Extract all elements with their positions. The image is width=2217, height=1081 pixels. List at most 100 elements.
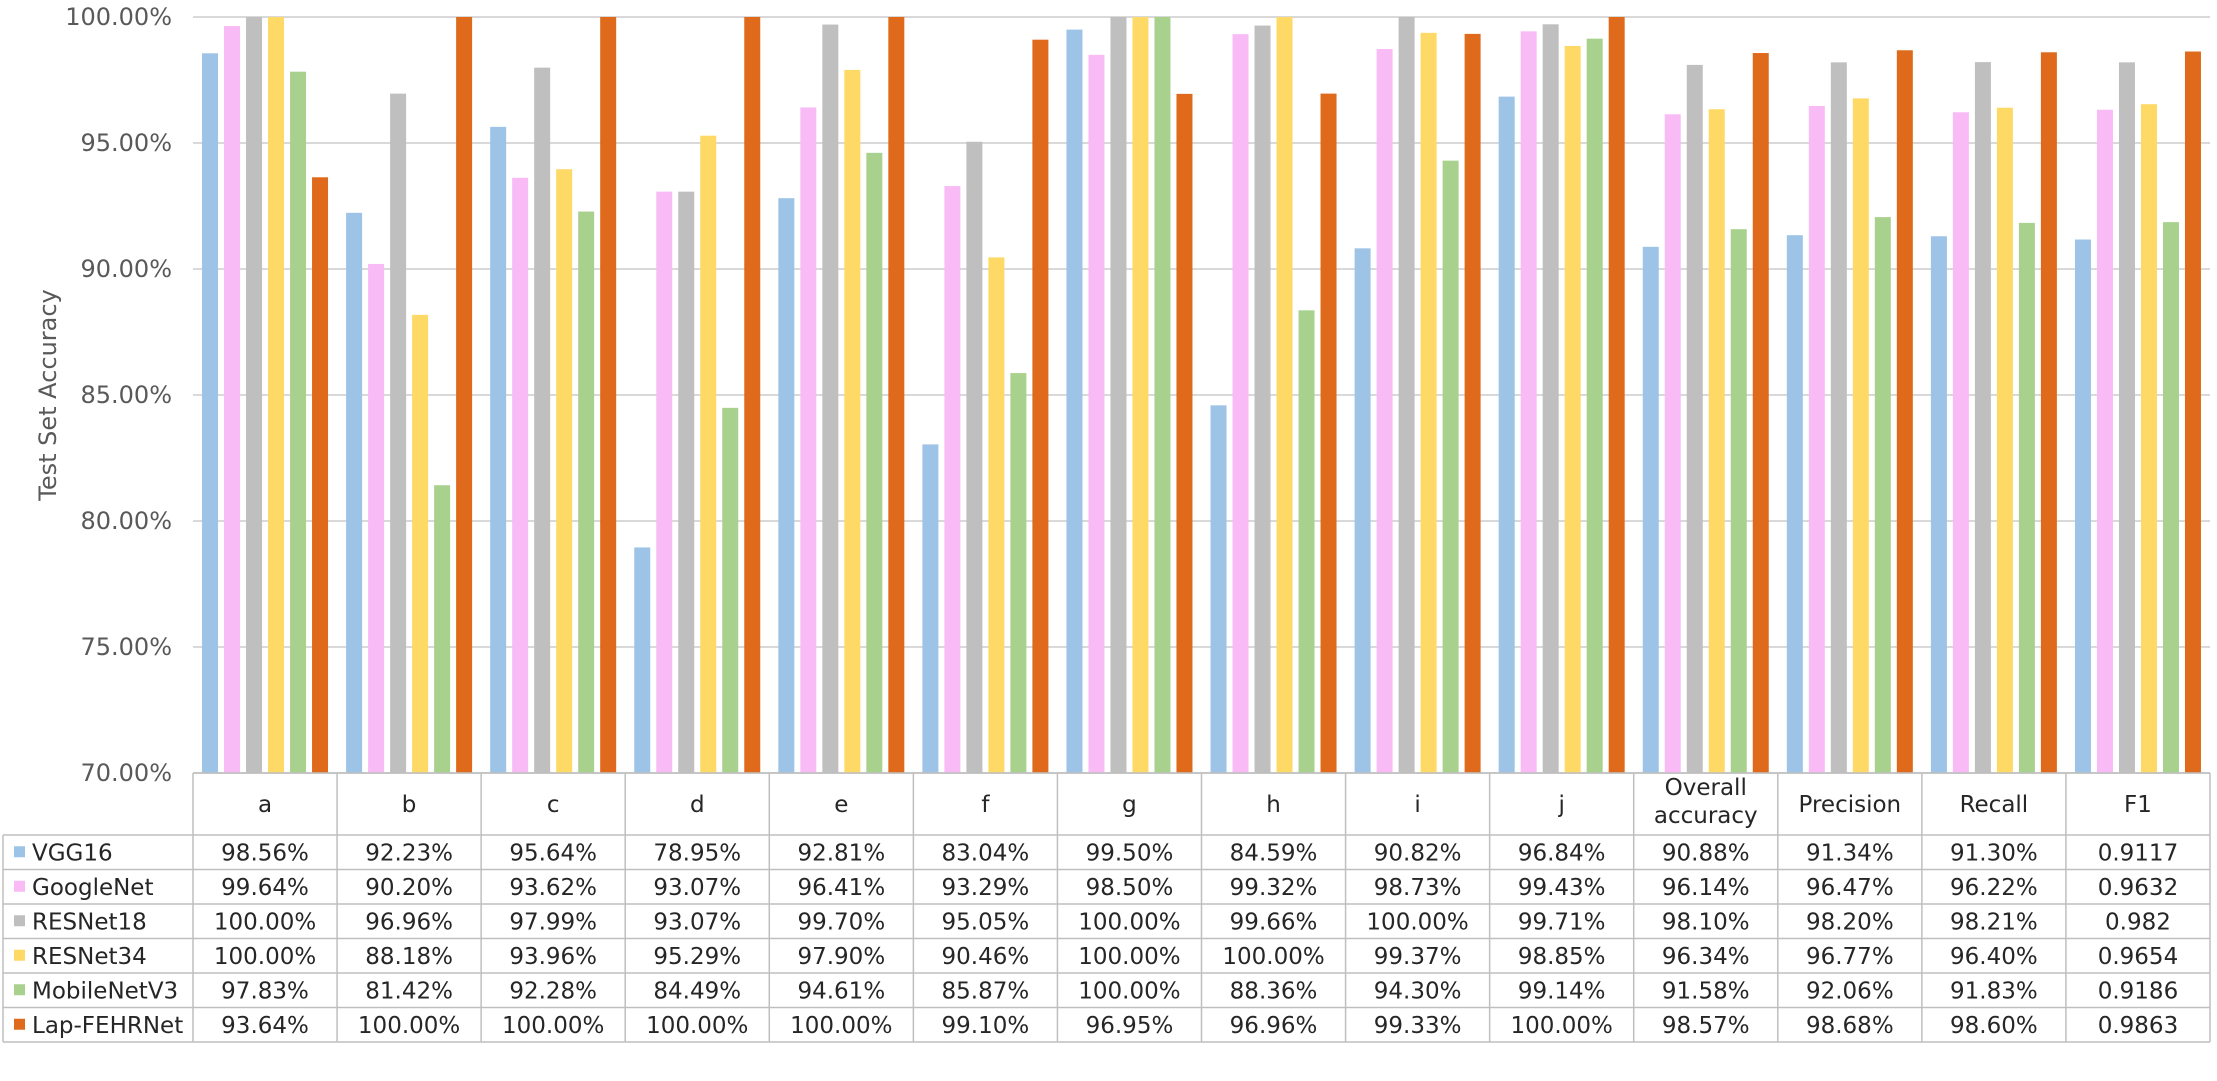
bar-mobilenetv3-5: [866, 152, 883, 773]
bar-vgg16-6: [922, 444, 939, 773]
table-cell: 95.64%: [509, 840, 597, 866]
table-cell: 96.14%: [1662, 875, 1750, 901]
bar-lap-fehrnet-6: [1032, 39, 1049, 774]
bar-resnet34-10: [1564, 45, 1581, 774]
table-cell: 100.00%: [502, 1013, 604, 1039]
bar-mobilenetv3-3: [578, 211, 595, 773]
table-cell: 0.982: [2105, 909, 2171, 935]
table-cell: 94.61%: [797, 978, 885, 1004]
bar-googlenet-12: [1808, 105, 1825, 774]
table-cell: 96.77%: [1806, 944, 1894, 970]
table-cell: 93.29%: [942, 875, 1030, 901]
table-cell: 95.05%: [942, 909, 1030, 935]
category-label: Overall accuracy: [1654, 775, 1758, 829]
table-cell: 93.62%: [509, 875, 597, 901]
table-cell: 0.9654: [2098, 944, 2178, 970]
bar-vgg16-5: [778, 198, 795, 774]
table-cell: 98.21%: [1950, 909, 2038, 935]
bar-resnet34-11: [1708, 109, 1725, 774]
bar-resnet18-7: [1110, 17, 1127, 773]
bar-googlenet-4: [656, 191, 673, 774]
legend-swatch: [14, 1018, 25, 1030]
category-label: g: [1122, 792, 1137, 818]
bar-googlenet-13: [1952, 112, 1969, 774]
bar-mobilenetv3-10: [1586, 38, 1603, 774]
gridlines: [193, 16, 2210, 774]
y-tick-label: 75.00%: [80, 633, 172, 661]
bar-lap-fehrnet-13: [2040, 52, 2057, 773]
table-cell: 100.00%: [214, 909, 316, 935]
bar-vgg16-11: [1642, 246, 1659, 774]
table-cell: 84.49%: [653, 978, 741, 1004]
bar-googlenet-7: [1088, 54, 1105, 774]
bar-lap-fehrnet-12: [1896, 50, 1913, 774]
legend-swatch: [14, 880, 25, 892]
table-cell: 96.96%: [365, 909, 453, 935]
bar-lap-fehrnet-11: [1752, 53, 1769, 773]
bar-mobilenetv3-6: [1010, 373, 1027, 773]
y-tick-label: 95.00%: [80, 129, 172, 157]
bar-vgg16-8: [1210, 405, 1227, 773]
bar-resnet34-7: [1132, 17, 1149, 773]
table-cell: 96.40%: [1950, 944, 2038, 970]
bar-mobilenetv3-9: [1442, 160, 1459, 773]
bar-googlenet-8: [1232, 34, 1249, 774]
bar-lap-fehrnet-10: [1608, 17, 1625, 773]
table-cell: 94.30%: [1374, 978, 1462, 1004]
bar-vgg16-1: [202, 53, 219, 773]
y-axis-title: Test Set Accuracy: [34, 289, 62, 502]
table-cell: 88.36%: [1230, 978, 1318, 1004]
bar-resnet18-2: [390, 93, 407, 773]
table-cell: 96.47%: [1806, 875, 1894, 901]
table-cell: 96.84%: [1518, 840, 1606, 866]
table-cell: 99.66%: [1230, 909, 1318, 935]
bar-vgg16-3: [490, 126, 507, 773]
legend-swatch: [14, 984, 25, 996]
table-cell: 96.96%: [1230, 1013, 1318, 1039]
table-cell: 83.04%: [942, 840, 1030, 866]
legend-label: VGG16: [32, 840, 113, 866]
bar-mobilenetv3-8: [1298, 310, 1315, 773]
table-cell: 90.46%: [942, 944, 1030, 970]
bar-resnet34-1: [268, 17, 285, 773]
table-cell: 98.56%: [221, 840, 309, 866]
bar-vgg16-2: [346, 212, 363, 773]
table-cell: 96.95%: [1086, 1013, 1174, 1039]
bar-lap-fehrnet-8: [1320, 93, 1337, 773]
bar-resnet34-3: [556, 169, 573, 773]
table-cell: 92.28%: [509, 978, 597, 1004]
table-cell: 99.71%: [1518, 909, 1606, 935]
bar-googlenet-1: [224, 26, 241, 773]
bar-lap-fehrnet-9: [1464, 33, 1481, 774]
bar-vgg16-9: [1354, 248, 1371, 773]
table-cell: 90.88%: [1662, 840, 1750, 866]
bar-resnet18-13: [1974, 62, 1991, 773]
table-cell: 99.32%: [1230, 875, 1318, 901]
bar-googlenet-14: [2096, 109, 2113, 773]
table-cell: 100.00%: [790, 1013, 892, 1039]
legend-label: MobileNetV3: [32, 978, 178, 1004]
bar-mobilenetv3-11: [1730, 229, 1747, 773]
table-cell: 91.58%: [1662, 978, 1750, 1004]
bar-vgg16-4: [634, 547, 651, 773]
bar-lap-fehrnet-4: [744, 17, 761, 773]
bar-resnet18-1: [246, 17, 263, 773]
bar-resnet34-5: [844, 69, 861, 774]
table-cell: 98.57%: [1662, 1013, 1750, 1039]
bar-resnet34-4: [700, 135, 717, 773]
table-cell: 96.41%: [797, 875, 885, 901]
table-cell: 99.33%: [1374, 1013, 1462, 1039]
data-table: a b c d e f g h i j Overall accuracy Precision Recall…: [2, 772, 2211, 1043]
table-cell: 90.82%: [1374, 840, 1462, 866]
table-cell: 92.06%: [1806, 978, 1894, 1004]
legend-label: RESNet34: [32, 944, 147, 970]
table-cell: 91.34%: [1806, 840, 1894, 866]
bar-lap-fehrnet-7: [1176, 93, 1193, 774]
legend-swatch: [14, 949, 25, 961]
category-label: c: [547, 792, 560, 818]
bar-resnet34-2: [412, 314, 429, 773]
category-label: e: [834, 792, 848, 818]
table-cell: 91.83%: [1950, 978, 2038, 1004]
table-cell: 99.10%: [942, 1013, 1030, 1039]
y-tick-label: 80.00%: [80, 507, 172, 535]
